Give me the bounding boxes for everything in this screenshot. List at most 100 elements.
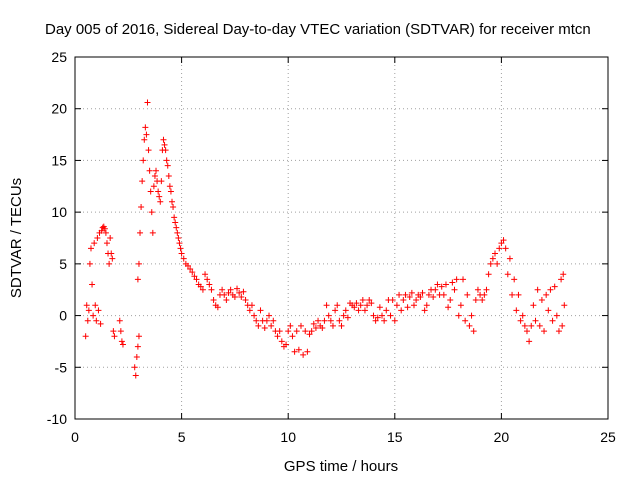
data-point: [319, 324, 326, 331]
data-point: [387, 312, 394, 319]
data-point: [180, 255, 187, 262]
data-point: [234, 285, 241, 292]
data-point: [561, 302, 568, 309]
data-point: [555, 328, 562, 335]
data-point: [144, 99, 151, 106]
data-point: [306, 331, 313, 338]
data-point: [425, 291, 432, 298]
data-point: [240, 288, 247, 295]
data-point: [82, 333, 89, 340]
data-point: [102, 229, 109, 236]
data-point: [485, 271, 492, 278]
data-point: [191, 273, 198, 280]
data-point: [204, 276, 211, 283]
data-point: [138, 203, 145, 210]
data-point: [504, 271, 511, 278]
data-point: [419, 289, 426, 296]
data-point: [336, 317, 343, 324]
data-point: [413, 297, 420, 304]
data-point: [116, 317, 123, 324]
data-point: [408, 289, 415, 296]
data-point: [291, 348, 298, 355]
data-point: [310, 320, 317, 327]
data-point: [83, 302, 90, 309]
data-point: [389, 297, 396, 304]
y-tick-label: 5: [59, 256, 67, 272]
data-point: [321, 317, 328, 324]
data-point: [219, 286, 226, 293]
data-point: [108, 250, 115, 257]
data-point: [278, 338, 285, 345]
data-point: [528, 322, 535, 329]
data-point: [304, 348, 311, 355]
data-point: [93, 317, 100, 324]
data-point: [199, 286, 206, 293]
data-point: [285, 328, 292, 335]
data-point: [383, 307, 390, 314]
data-point: [293, 328, 300, 335]
data-point: [543, 291, 550, 298]
data-point: [139, 178, 146, 185]
data-point: [175, 235, 182, 241]
data-point: [156, 193, 163, 200]
data-point: [197, 283, 204, 290]
data-point: [404, 304, 411, 311]
data-point: [231, 293, 238, 300]
data-point: [523, 328, 530, 335]
data-point: [170, 203, 177, 210]
data-point: [140, 157, 147, 164]
data-point: [334, 302, 341, 309]
data-point: [227, 286, 234, 293]
data-point: [97, 320, 104, 327]
axis-ticks: 0 5 10 15 20 25 -10 -5 0 5 10 15 20 25: [47, 49, 616, 445]
data-point: [506, 255, 513, 262]
data-point: [325, 312, 332, 319]
data-point: [206, 281, 213, 288]
data-point: [417, 293, 424, 300]
data-point: [178, 250, 185, 257]
data-point: [95, 307, 102, 314]
data-point: [167, 188, 174, 195]
data-point: [253, 317, 260, 324]
data-point: [432, 286, 439, 293]
data-point: [221, 291, 228, 298]
data-point: [368, 300, 375, 307]
data-point: [393, 302, 400, 309]
data-point: [166, 183, 173, 190]
data-point: [559, 322, 566, 329]
data-point: [101, 225, 108, 232]
data-point: [261, 324, 268, 331]
data-point: [515, 291, 522, 298]
data-point: [353, 300, 360, 307]
data-point: [440, 291, 447, 298]
data-point: [164, 162, 171, 169]
x-tick-label: 15: [387, 429, 403, 445]
data-point: [225, 289, 232, 296]
data-point: [521, 322, 528, 329]
data-point: [266, 312, 273, 319]
data-point: [379, 312, 386, 319]
data-point: [214, 304, 221, 311]
data-point: [549, 317, 556, 324]
data-point: [500, 237, 507, 244]
data-point: [434, 281, 441, 288]
data-point: [370, 312, 377, 319]
data-point: [329, 322, 336, 329]
data-point: [189, 269, 196, 276]
data-point: [547, 286, 554, 293]
data-point: [489, 255, 496, 262]
data-point: [496, 245, 503, 252]
y-tick-label: -5: [55, 359, 68, 375]
data-point: [406, 293, 413, 300]
data-point: [398, 307, 405, 314]
data-point: [161, 141, 168, 148]
data-point: [315, 317, 322, 324]
data-point: [165, 172, 172, 179]
data-point: [223, 297, 230, 304]
data-point: [287, 322, 294, 329]
data-point: [340, 312, 347, 319]
data-point: [137, 229, 144, 236]
data-point: [355, 307, 362, 314]
data-point: [248, 302, 255, 309]
data-point: [430, 293, 437, 300]
